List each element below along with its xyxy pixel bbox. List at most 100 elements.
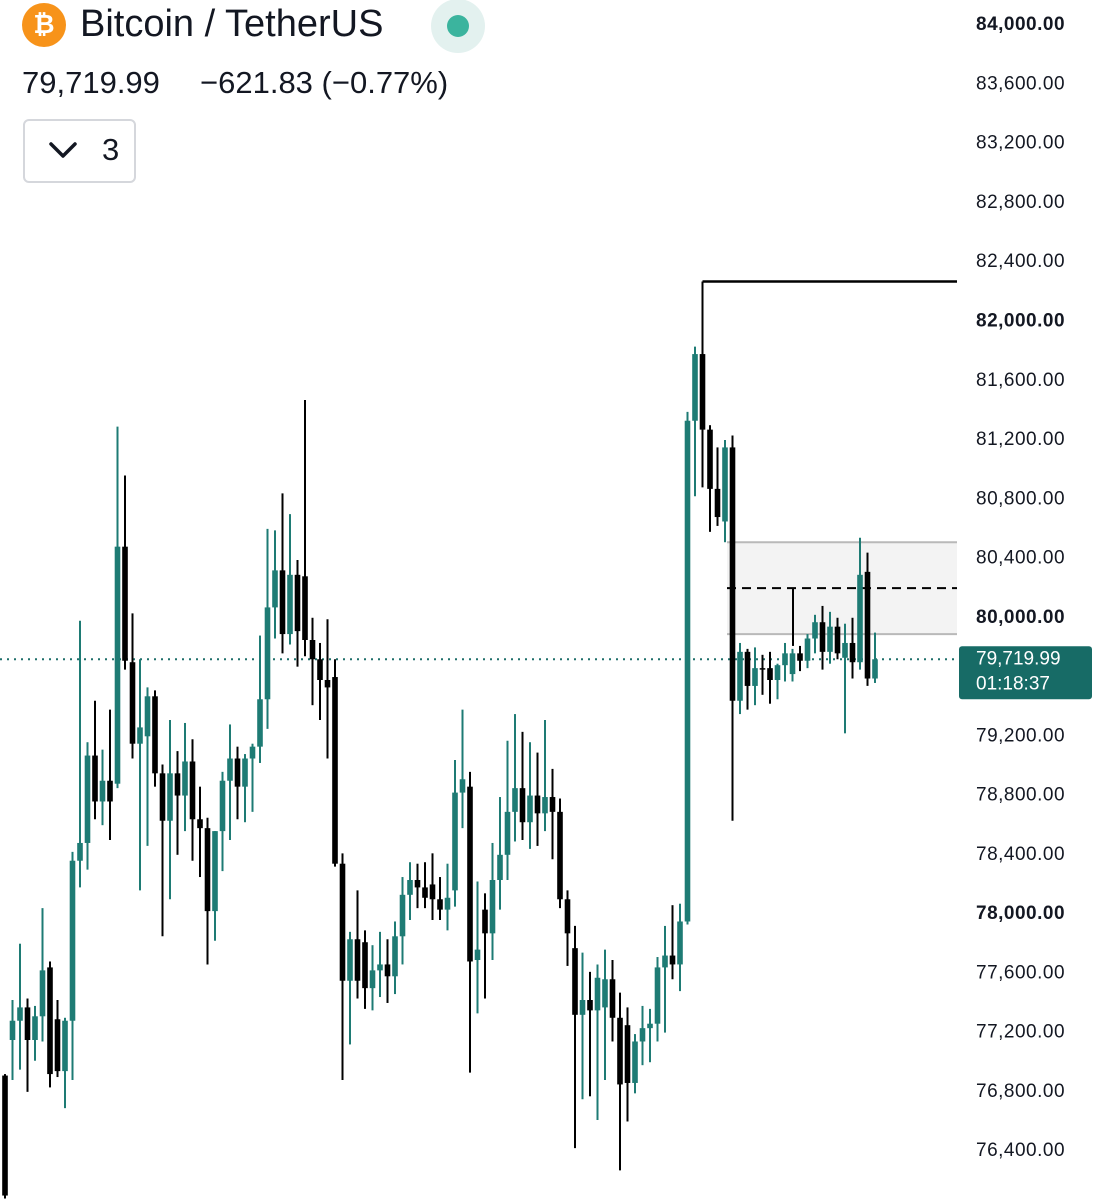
candle-body <box>677 921 683 965</box>
candle-body <box>249 746 256 759</box>
candle-body <box>264 607 271 700</box>
candle-body <box>684 420 691 922</box>
candle-body <box>654 967 661 1024</box>
symbol-title[interactable]: Bitcoin / TetherUS <box>80 3 383 45</box>
candle-body <box>557 811 563 900</box>
candle-body <box>729 447 736 701</box>
candle-body <box>789 653 796 675</box>
candle-body <box>362 942 368 989</box>
candle-body <box>594 977 601 1011</box>
candle-body <box>152 696 158 774</box>
candle-body <box>669 955 676 965</box>
candle-body <box>39 970 46 1017</box>
candle-body <box>234 758 241 787</box>
header-price: 79,719.99 <box>22 65 160 100</box>
candle-body <box>797 653 803 661</box>
candle-body <box>99 780 106 802</box>
candle-body <box>32 1016 38 1040</box>
candle-body <box>2 1075 8 1196</box>
candle-body <box>617 1017 623 1085</box>
candle-body <box>354 939 361 981</box>
y-tick-label: 83,200.00 <box>976 133 1065 154</box>
y-tick-label: 79,200.00 <box>976 725 1065 746</box>
candle-body <box>737 651 743 701</box>
candle-body <box>819 622 826 652</box>
candle-body <box>512 788 518 812</box>
y-tick-label: 76,400.00 <box>976 1140 1065 1161</box>
candle-body <box>774 665 781 680</box>
y-tick-label: 80,000.00 <box>976 607 1065 628</box>
candle-body <box>857 574 863 663</box>
candle-body <box>504 811 511 855</box>
candle-body <box>812 622 818 639</box>
candle-body <box>519 788 526 823</box>
candle-body <box>167 773 173 821</box>
candle-body <box>272 570 278 608</box>
candle-body <box>414 880 421 888</box>
candle-body <box>62 1020 68 1072</box>
candle-body <box>662 955 668 968</box>
y-tick-label: 78,400.00 <box>976 844 1065 865</box>
candle-body <box>242 758 248 787</box>
indicator-count: 3 <box>102 132 119 167</box>
candle-body <box>54 1019 61 1072</box>
candle-body <box>92 755 98 802</box>
candle-body <box>827 626 833 652</box>
candle-body <box>842 642 848 658</box>
candle-body <box>752 668 758 686</box>
candle-body <box>579 1000 586 1015</box>
candle-body <box>317 659 323 680</box>
candle-body <box>122 546 128 661</box>
y-tick-label: 82,800.00 <box>976 192 1065 213</box>
candle-body <box>279 570 286 635</box>
y-tick-label: 81,600.00 <box>976 370 1065 391</box>
candle-body <box>482 909 488 934</box>
candle-body <box>107 780 113 802</box>
candle-body <box>369 970 376 989</box>
y-tick-label: 81,200.00 <box>976 429 1065 450</box>
candle-body <box>602 979 608 1008</box>
candle-body <box>332 677 338 864</box>
candle-body <box>429 884 436 900</box>
y-tick-label: 76,800.00 <box>976 1081 1065 1102</box>
indicator-toggle[interactable] <box>23 119 136 183</box>
candle-body <box>782 653 788 666</box>
y-tick-label: 83,600.00 <box>976 73 1065 94</box>
price-badge <box>959 646 1092 700</box>
candle-body <box>714 488 721 518</box>
candle-body <box>197 819 203 829</box>
candle-body <box>744 651 751 686</box>
candle-body <box>9 1020 16 1040</box>
candle-body <box>399 894 406 937</box>
candle-body <box>114 546 121 784</box>
candle-body <box>294 574 301 632</box>
candle-body <box>647 1023 653 1029</box>
candle-body <box>452 792 458 891</box>
bitcoin-glyph: ₿ <box>33 9 54 39</box>
candle-body <box>692 354 698 421</box>
plot-area <box>0 280 957 1199</box>
candle-body <box>699 354 706 430</box>
candle-body <box>227 758 233 781</box>
candle-body <box>77 842 83 861</box>
candle-body <box>309 640 316 660</box>
candle-body <box>137 727 143 744</box>
candle-body <box>212 831 218 912</box>
y-tick-label: 78,800.00 <box>976 785 1065 806</box>
y-tick-label: 78,000.00 <box>976 903 1065 924</box>
candle-body <box>767 668 773 680</box>
candle-body <box>444 897 451 910</box>
candle-body <box>84 755 91 843</box>
y-tick-label: 80,800.00 <box>976 488 1065 509</box>
candle-body <box>407 880 413 895</box>
y-tick-label: 84,000.00 <box>976 14 1065 35</box>
candle-body <box>189 761 196 820</box>
candle-body <box>159 773 166 821</box>
candle-body <box>872 659 878 679</box>
candle-body <box>129 662 136 744</box>
candle-body <box>384 964 391 977</box>
candle-body <box>377 964 383 971</box>
price-badge-countdown: 01:18:37 <box>976 673 1050 694</box>
